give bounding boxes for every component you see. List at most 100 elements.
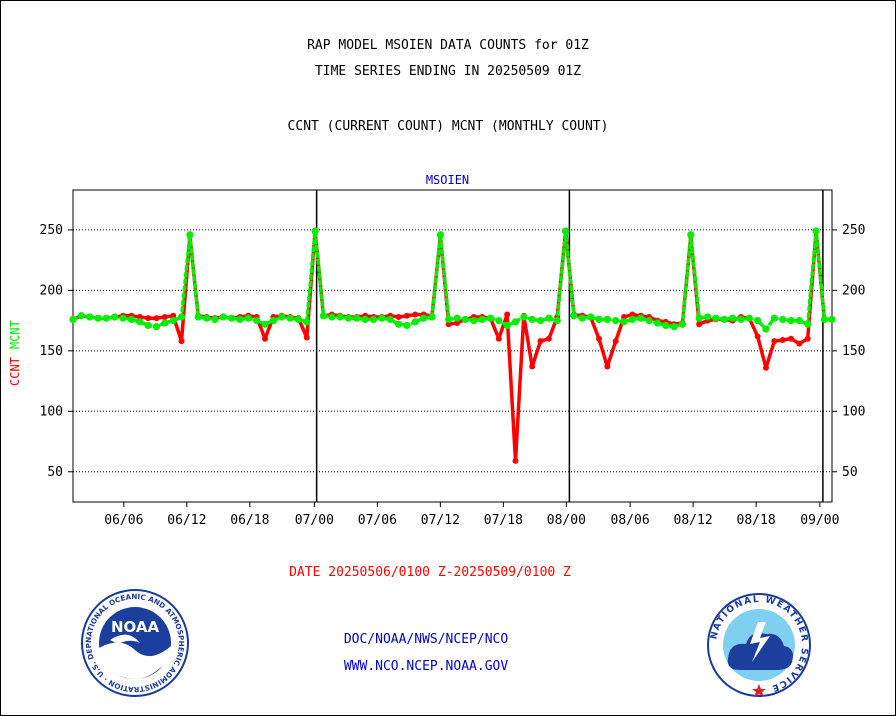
mcnt-point-47 xyxy=(461,315,470,323)
ccnt-point-56 xyxy=(537,338,544,345)
ccnt-point-8 xyxy=(136,313,143,320)
mcnt-point-71 xyxy=(662,321,670,330)
x-tick-label-3: 07/00 xyxy=(295,513,334,528)
x-tick-label-1: 06/12 xyxy=(167,513,206,528)
ccnt-point-82 xyxy=(754,333,761,340)
mcnt-point-89 xyxy=(812,227,820,235)
y-tick-label-left-50: 50 xyxy=(47,465,63,480)
ccnt-point-40 xyxy=(403,312,410,319)
x-tick-label-4: 07/06 xyxy=(358,513,397,528)
ccnt-point-9 xyxy=(145,315,152,322)
mcnt-point-83 xyxy=(762,325,770,333)
y-tick-label-right-250: 250 xyxy=(842,223,865,238)
mcnt-point-8 xyxy=(136,318,144,326)
noaa-logo: NATIONAL OCEANIC AND ATMOSPHERIC ADMINIS… xyxy=(80,588,189,697)
mcnt-point-48 xyxy=(470,317,478,325)
mcnt-point-3 xyxy=(94,314,102,322)
mcnt-point-77 xyxy=(712,314,720,322)
mcnt-point-12 xyxy=(169,317,177,325)
series-ccnt xyxy=(70,228,835,464)
mcnt-point-36 xyxy=(369,315,378,323)
ccnt-point-12 xyxy=(170,312,177,319)
x-tick-label-11: 09/00 xyxy=(800,513,839,528)
x-tick-label-8: 08/06 xyxy=(611,513,650,528)
plot-area xyxy=(72,189,833,503)
ccnt-point-84 xyxy=(771,338,778,345)
ccnt-point-10 xyxy=(153,315,160,322)
mcnt-point-1 xyxy=(77,312,85,320)
ccnt-point-55 xyxy=(529,363,536,370)
mcnt-point-19 xyxy=(228,314,236,322)
title-line-3: CCNT (CURRENT COUNT) MCNT (MONTHLY COUNT… xyxy=(287,119,609,134)
mcnt-point-40 xyxy=(403,321,411,330)
mcnt-point-50 xyxy=(486,314,495,322)
mcnt-point-75 xyxy=(695,314,703,322)
mcnt-point-43 xyxy=(428,313,436,321)
mcnt-point-29 xyxy=(311,227,319,235)
footer-website: WWW.NCO.NCEP.NOAA.GOV xyxy=(343,659,509,674)
mcnt-point-61 xyxy=(578,314,586,322)
y-tick-label-left-150: 150 xyxy=(40,344,63,359)
ccnt-point-57 xyxy=(545,335,552,342)
footer-org-path: DOC/NOAA/NWS/NCEP/NCO xyxy=(343,632,509,647)
mcnt-point-30 xyxy=(319,312,328,320)
mcnt-point-62 xyxy=(587,313,595,321)
mcnt-point-31 xyxy=(328,313,336,321)
mcnt-point-90 xyxy=(820,315,829,323)
mcnt-point-49 xyxy=(478,315,486,323)
mcnt-point-33 xyxy=(344,314,353,322)
mcnt-point-91 xyxy=(828,315,836,323)
nws-logo: NATIONAL WEATHER SERVICE xyxy=(707,593,811,697)
mcnt-point-20 xyxy=(236,315,244,323)
mcnt-point-26 xyxy=(286,314,294,322)
mcnt-point-58 xyxy=(553,317,561,325)
mcnt-point-51 xyxy=(495,317,503,325)
y-tick-label-left-250: 250 xyxy=(40,223,63,238)
ccnt-point-87 xyxy=(796,340,803,347)
y-axis-label-mcnt: MCNT xyxy=(8,320,22,349)
mcnt-point-63 xyxy=(595,315,603,323)
mcnt-point-7 xyxy=(127,315,136,323)
mcnt-point-21 xyxy=(244,314,252,322)
ccnt-point-86 xyxy=(788,335,795,342)
mcnt-point-84 xyxy=(770,314,778,322)
mcnt-point-57 xyxy=(545,314,553,322)
ccnt-point-53 xyxy=(512,457,519,464)
mcnt-point-81 xyxy=(745,314,753,322)
mcnt-point-38 xyxy=(386,315,394,323)
mcnt-point-86 xyxy=(787,317,795,325)
ccnt-point-11 xyxy=(161,313,168,320)
mcnt-point-17 xyxy=(211,315,219,323)
mcnt-point-85 xyxy=(779,315,787,323)
y-tick-label-right-50: 50 xyxy=(842,465,858,480)
mcnt-point-59 xyxy=(561,227,570,235)
mcnt-point-44 xyxy=(436,231,444,239)
ccnt-point-65 xyxy=(612,338,619,345)
mcnt-point-66 xyxy=(620,318,628,326)
mcnt-point-32 xyxy=(336,313,344,321)
mcnt-point-79 xyxy=(728,314,737,322)
mcnt-point-67 xyxy=(628,315,636,323)
mcnt-point-68 xyxy=(637,314,645,322)
mcnt-point-76 xyxy=(703,313,712,321)
x-tick-label-6: 07/18 xyxy=(484,513,523,528)
mcnt-point-2 xyxy=(86,313,94,321)
y-tick-label-right-200: 200 xyxy=(842,283,865,298)
noaa-logo-text: NOAA xyxy=(111,618,160,636)
mcnt-point-11 xyxy=(161,319,169,327)
date-range-label: DATE 20250506/0100 Z-20250509/0100 Z xyxy=(289,565,571,580)
mcnt-point-9 xyxy=(144,321,152,330)
series-mcnt xyxy=(69,227,836,333)
series-line-mcnt xyxy=(71,230,834,332)
mcnt-point-55 xyxy=(528,315,536,323)
x-tick-label-10: 08/18 xyxy=(737,513,776,528)
ccnt-point-51 xyxy=(495,335,502,342)
mcnt-point-64 xyxy=(603,315,611,323)
title-line-2: TIME SERIES ENDING IN 20250509 01Z xyxy=(314,64,582,79)
x-tick-label-5: 07/12 xyxy=(421,513,460,528)
x-tick-label-7: 08/00 xyxy=(547,513,586,528)
ccnt-point-23 xyxy=(262,335,269,342)
mcnt-point-27 xyxy=(294,315,303,323)
mcnt-point-23 xyxy=(261,320,269,328)
ccnt-point-13 xyxy=(178,338,185,345)
